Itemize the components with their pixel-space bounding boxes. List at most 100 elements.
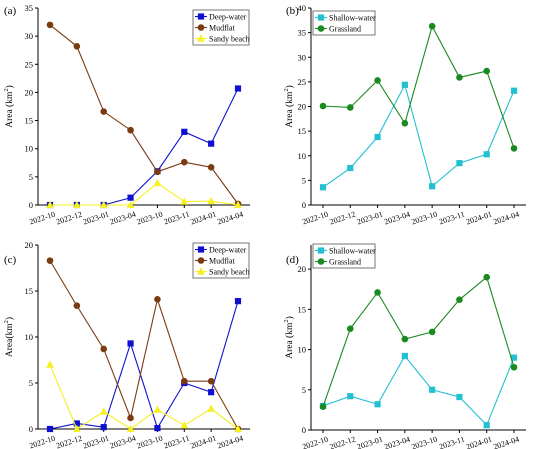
y-tick-label: 5	[29, 172, 33, 182]
series-line	[50, 182, 239, 206]
x-tick-label: 2022-12	[328, 435, 356, 449]
series-line	[49, 260, 239, 430]
data-point	[99, 407, 108, 415]
series-mudflat	[46, 21, 242, 208]
x-tick-label: 2023-04	[383, 435, 411, 449]
series-line	[49, 24, 239, 205]
data-point	[180, 158, 188, 166]
x-tick-label: 2023-01	[356, 435, 384, 449]
x-tick-label: 2022-10	[28, 210, 56, 227]
legend-item: Grassland	[315, 258, 361, 267]
data-point	[180, 377, 188, 385]
y-tick-label: 15	[298, 126, 307, 136]
x-tick-label: 2023-10	[136, 210, 164, 227]
y-tick-label: 0	[29, 200, 33, 210]
data-point	[401, 352, 408, 360]
y-tick-label: 30	[298, 52, 307, 62]
data-point	[428, 22, 436, 30]
y-tick-label: 25	[298, 77, 307, 87]
legend-label: Deep-water	[209, 246, 247, 255]
data-point	[99, 200, 108, 209]
data-point	[100, 345, 108, 353]
data-point	[126, 424, 135, 433]
data-point	[456, 296, 463, 303]
y-axis-label: Area (km2)	[3, 85, 15, 128]
series-mudflat	[46, 257, 242, 433]
series-line	[322, 276, 515, 407]
series-line	[322, 24, 515, 149]
data-point	[374, 289, 381, 296]
data-point	[319, 102, 327, 110]
series-sandy-beach	[46, 360, 242, 433]
chart-panel-a: 051015202530352022-102022-122023-012023-…	[3, 3, 250, 226]
y-axis-label-text: Area (km	[284, 91, 295, 128]
data-point	[428, 328, 436, 336]
legend-swatch-marker	[197, 13, 205, 20]
data-point	[510, 145, 518, 152]
x-tick-label: 2023-10	[410, 210, 438, 227]
legend-swatch-marker	[197, 267, 205, 275]
y-tick-label: 20	[25, 87, 34, 97]
y-axis-label-text: Area(km	[4, 323, 15, 357]
x-tick-label: 2022-10	[28, 434, 56, 449]
data-point	[346, 104, 354, 111]
legend: Shallow-water Grassland	[312, 243, 376, 269]
data-point	[153, 405, 162, 413]
y-axis-label-close: )	[284, 85, 295, 88]
data-point	[46, 425, 54, 433]
x-tick-label: 2024-04	[492, 210, 520, 227]
x-tick-label: 2023-10	[136, 434, 164, 449]
data-point	[154, 168, 161, 176]
series-shallow-water	[319, 352, 518, 429]
data-point	[126, 200, 135, 209]
data-point	[401, 119, 409, 127]
series-deep-water	[46, 85, 242, 209]
x-tick-label: 2023-01	[356, 210, 384, 227]
series-sandy-beach	[46, 178, 242, 209]
series-line	[49, 364, 239, 430]
y-tick-label: 0	[29, 424, 33, 434]
y-tick-label: 10	[25, 332, 34, 342]
x-tick-label: 2024-01	[465, 435, 493, 449]
data-point	[456, 74, 463, 81]
y-tick-label: 0	[302, 200, 306, 210]
x-tick-label: 2024-01	[189, 434, 217, 449]
data-point	[181, 128, 188, 135]
legend-swatch-marker	[317, 258, 325, 265]
x-tick-label: 2023-04	[109, 210, 137, 227]
legend-item: Deep-water	[195, 13, 247, 22]
x-tick-label: 2024-04	[216, 434, 244, 449]
data-point	[73, 424, 81, 433]
legend-item: Deep-water	[195, 246, 247, 255]
data-point	[73, 200, 81, 209]
data-point	[207, 196, 215, 205]
y-axis-label: Area (km2)	[283, 85, 295, 128]
data-point	[46, 21, 54, 29]
legend: Shallow-water Grassland	[312, 10, 376, 36]
data-point	[319, 403, 327, 410]
data-point	[510, 87, 518, 94]
data-point	[46, 200, 54, 209]
data-point	[483, 67, 491, 75]
legend-label: Shallow-water	[329, 14, 376, 23]
x-tick-label: 2024-01	[189, 210, 217, 227]
legend-item: Mudflat	[195, 257, 236, 266]
data-point	[127, 194, 134, 201]
legend-label: Sandy beach	[209, 268, 250, 277]
y-tick-label: 5	[29, 378, 33, 388]
y-tick-label: 5	[302, 385, 306, 395]
series-line	[49, 300, 239, 430]
data-point	[234, 424, 242, 433]
data-point	[234, 298, 242, 305]
chart-panel-c: 051015202022-102022-122023-012023-042023…	[3, 240, 250, 449]
data-point	[456, 160, 463, 167]
legend-label: Shallow-water	[329, 247, 376, 256]
legend-label: Grassland	[329, 258, 361, 267]
x-tick-label: 2022-12	[55, 210, 83, 227]
legend-swatch-marker	[317, 14, 325, 21]
y-tick-label: 15	[298, 304, 307, 314]
data-point	[374, 133, 381, 141]
y-tick-label: 35	[25, 3, 34, 13]
y-tick-label: 0	[302, 425, 306, 435]
